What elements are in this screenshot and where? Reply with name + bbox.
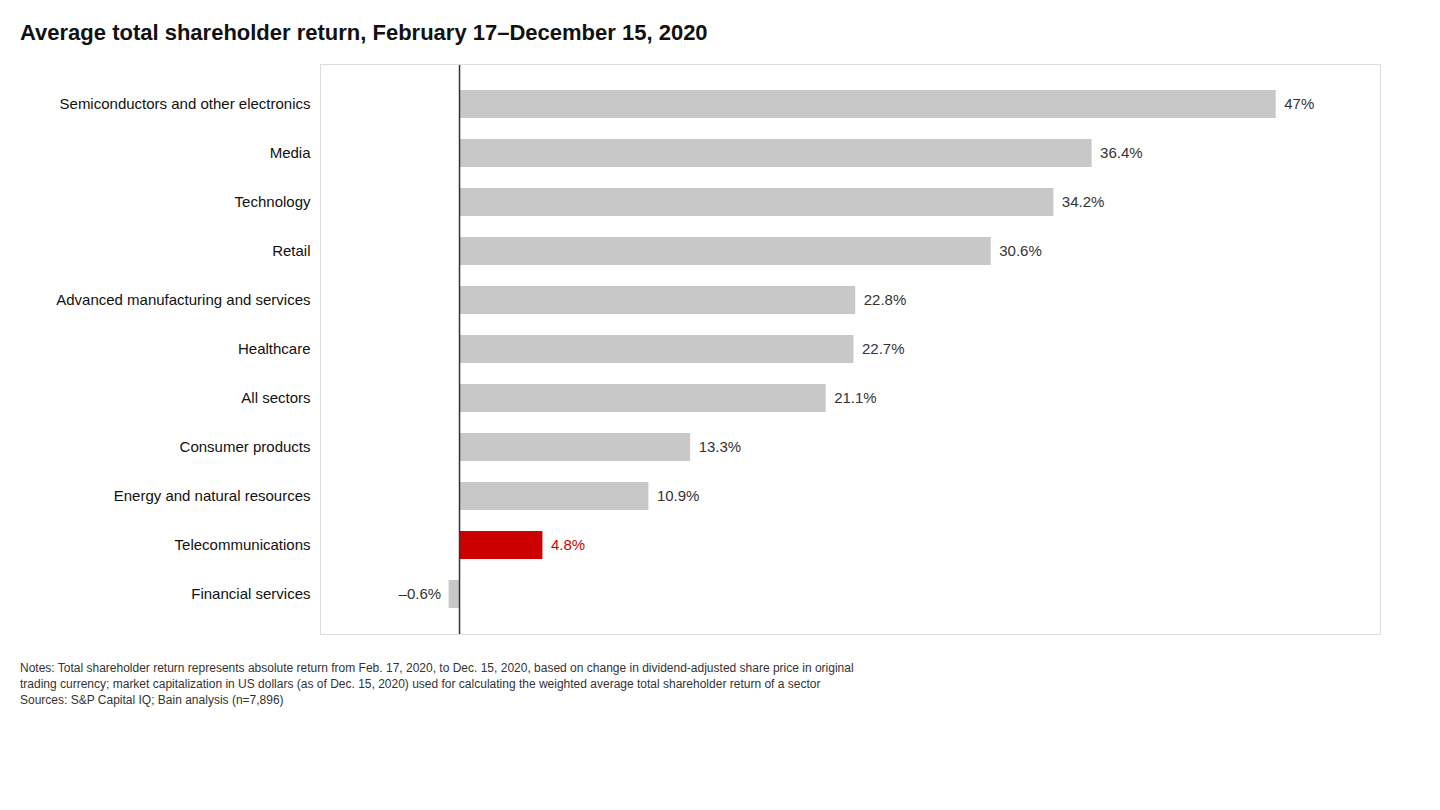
svg-text:All sectors: All sectors <box>241 389 310 406</box>
svg-text:Energy and natural resources: Energy and natural resources <box>114 487 311 504</box>
svg-text:Semiconductors and other elect: Semiconductors and other electronics <box>60 95 311 112</box>
svg-text:Technology: Technology <box>235 193 311 210</box>
svg-text:22.7%: 22.7% <box>862 340 905 357</box>
svg-text:22.8%: 22.8% <box>864 291 907 308</box>
svg-text:13.3%: 13.3% <box>699 438 742 455</box>
svg-text:4.8%: 4.8% <box>551 536 585 553</box>
svg-text:Financial services: Financial services <box>191 585 310 602</box>
svg-text:21.1%: 21.1% <box>834 389 877 406</box>
svg-text:Advanced manufacturing and ser: Advanced manufacturing and services <box>56 291 310 308</box>
html-text:Notes: Total shareholder retur: Notes: Total shareholder return represen… <box>20 661 854 708</box>
svg-text:36.4%: 36.4% <box>1100 144 1143 161</box>
svg-text:Healthcare: Healthcare <box>238 340 311 357</box>
svg-text:Media: Media <box>270 144 312 161</box>
svg-text:Retail: Retail <box>272 242 310 259</box>
svg-text:34.2%: 34.2% <box>1062 193 1105 210</box>
svg-text:Consumer products: Consumer products <box>180 438 311 455</box>
html-text:Average total shareholder retu: Average total shareholder return, Februa… <box>20 20 708 45</box>
svg-text:Telecommunications: Telecommunications <box>175 536 311 553</box>
svg-text:10.9%: 10.9% <box>657 487 700 504</box>
svg-text:47%: 47% <box>1284 95 1314 112</box>
svg-text:–0.6%: –0.6% <box>399 585 442 602</box>
svg-text:30.6%: 30.6% <box>999 242 1042 259</box>
